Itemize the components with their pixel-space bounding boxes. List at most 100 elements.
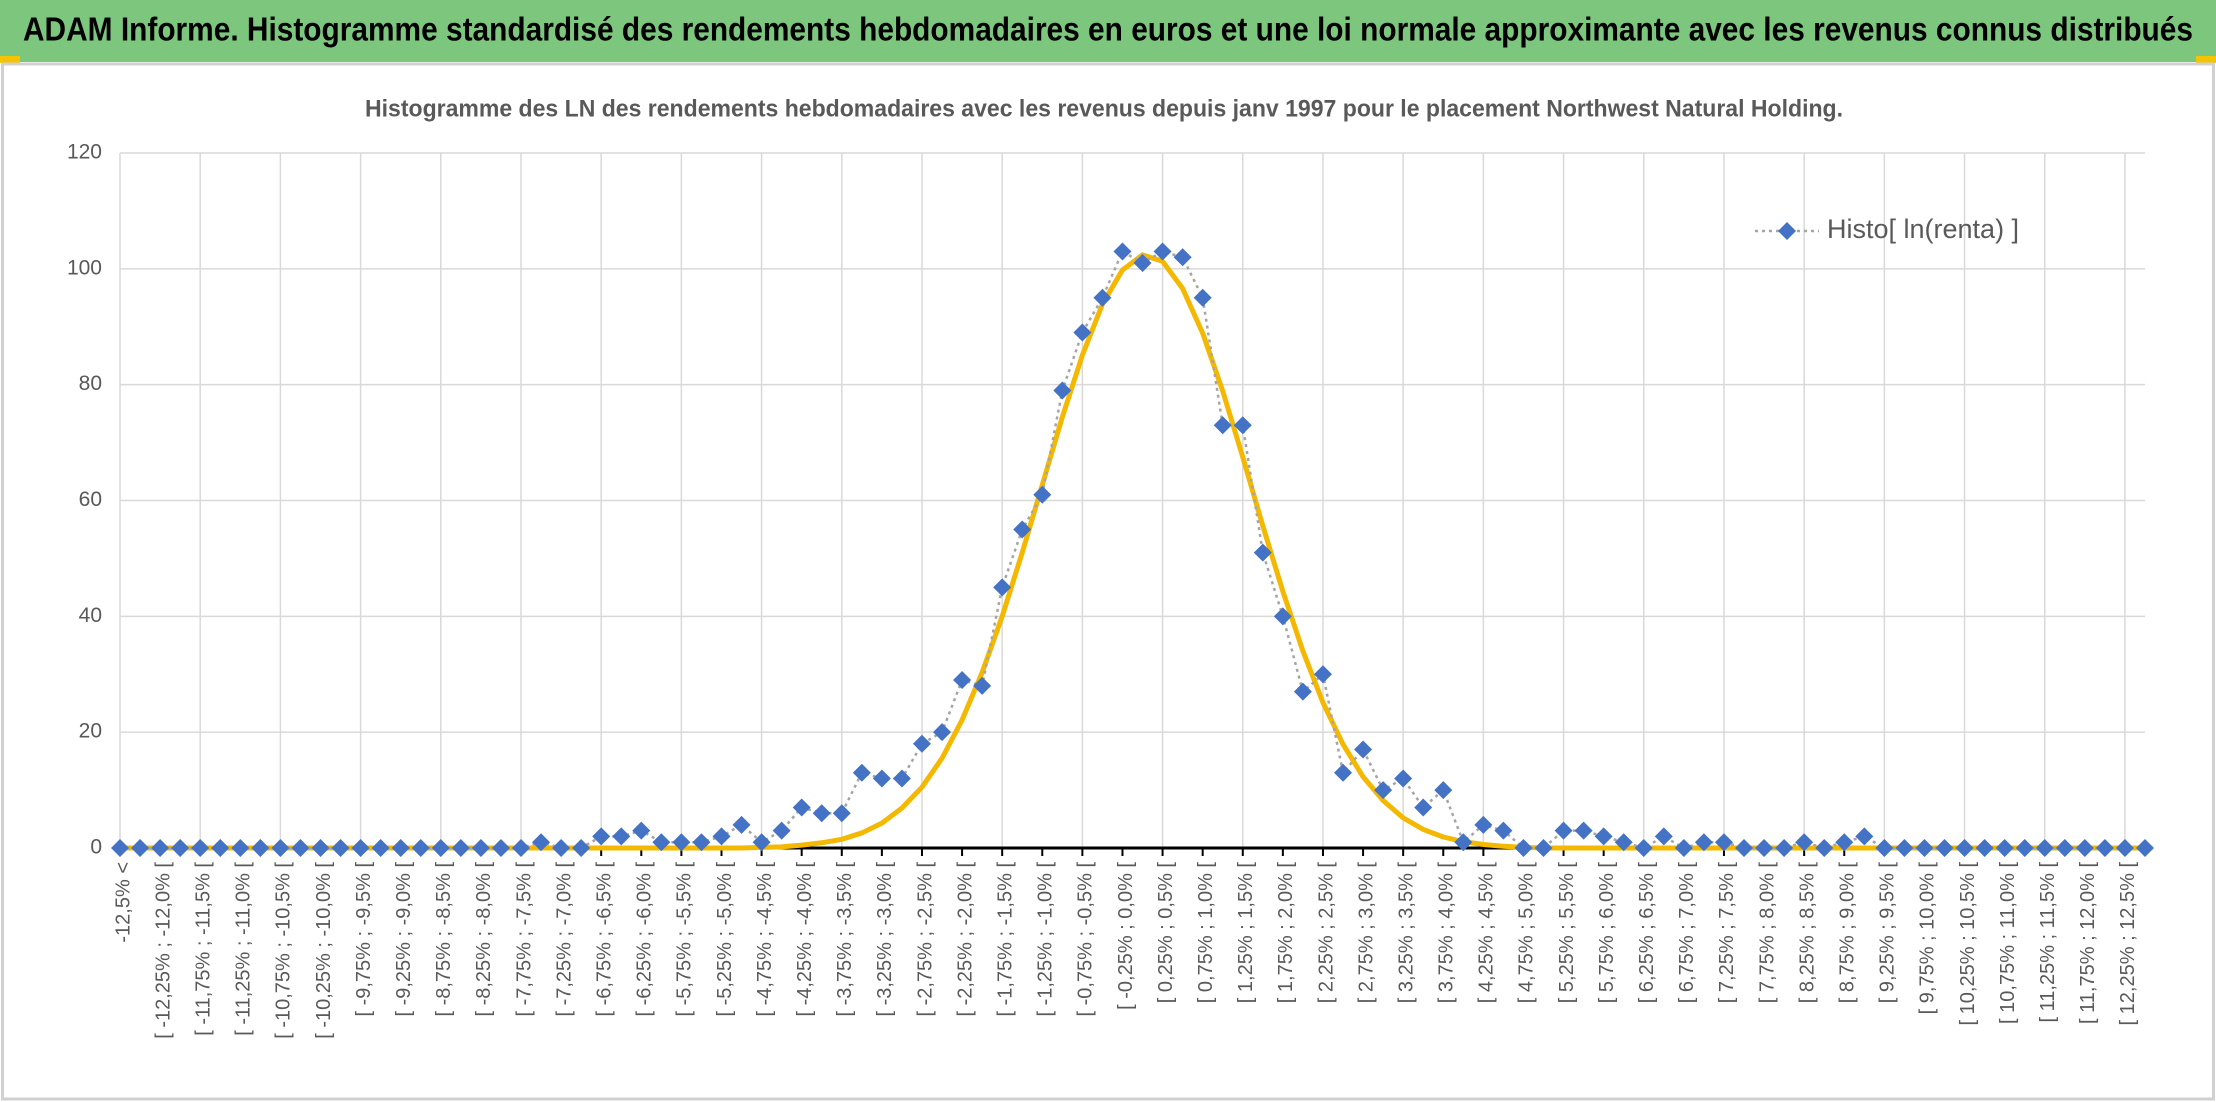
data-point (1694, 833, 1713, 852)
data-point (732, 815, 751, 834)
x-tick-label: [ -6,25% ; -6,0% [ (634, 862, 656, 1017)
data-point (271, 839, 290, 857)
x-tick-label: [ -10,75% ; -10,5% [ (273, 862, 295, 1039)
x-tick-label: [ -2,75% ; -2,5% [ (914, 862, 936, 1017)
x-tick-label: [ 4,25% ; 4,5% [ (1476, 862, 1498, 1004)
x-tick-label: [ -1,25% ; -1,0% [ (1035, 862, 1057, 1017)
data-point (872, 769, 891, 788)
chart-title: Histogramme des LN des rendements hebdom… (365, 95, 1843, 122)
data-point (1133, 254, 1152, 273)
data-point (772, 821, 791, 840)
data-point (1614, 833, 1633, 852)
x-tick-label: [ 5,25% ; 5,5% [ (1556, 862, 1578, 1004)
x-tick-label: [ -10,25% ; -10,0% [ (313, 862, 335, 1039)
x-tick-label: [ 11,25% ; 11,5% [ (2037, 862, 2059, 1023)
data-point (1033, 485, 1052, 504)
data-point (1454, 833, 1473, 852)
data-point (993, 578, 1012, 597)
data-point (2035, 839, 2054, 857)
data-point (471, 839, 490, 857)
x-tick-label: [ -2,25% ; -2,0% [ (954, 862, 976, 1017)
data-point (1013, 520, 1032, 539)
data-point (1113, 242, 1132, 261)
data-point (792, 798, 811, 817)
data-point (451, 839, 470, 857)
data-point (311, 839, 330, 857)
x-tick-label: [ 2,75% ; 3,0% [ (1355, 862, 1377, 1004)
data-point (1855, 827, 1874, 846)
data-point (211, 839, 230, 857)
x-tick-label: [ 7,25% ; 7,5% [ (1716, 862, 1738, 1004)
data-point (1714, 833, 1733, 852)
x-tick-label: [ 6,25% ; 6,5% [ (1636, 862, 1658, 1004)
data-point (251, 839, 270, 857)
data-point (652, 833, 671, 852)
y-tick-label: 100 (67, 256, 102, 279)
y-tick-label: 60 (79, 488, 102, 511)
data-point (552, 839, 571, 857)
x-tick-label: [ -8,25% ; -8,0% [ (473, 862, 495, 1017)
data-point (491, 839, 510, 857)
y-tick-label: 40 (79, 604, 102, 627)
x-tick-label: [ -5,75% ; -5,5% [ (674, 862, 696, 1017)
data-point (331, 839, 350, 857)
data-point (632, 821, 651, 840)
data-point (2136, 839, 2154, 857)
x-tick-label: [ 10,75% ; 11,0% [ (1997, 862, 2019, 1024)
x-tick-label: [ -6,75% ; -6,5% [ (593, 862, 615, 1017)
data-point (371, 839, 390, 857)
x-tick-label: [ -12,25% ; -12,0% [ (152, 862, 174, 1039)
data-point (1213, 416, 1232, 435)
x-tick-label: [ 8,75% ; 9,0% [ (1837, 862, 1859, 1004)
corner-accent (0, 56, 20, 63)
data-point (1414, 798, 1433, 817)
x-tick-label: [ 11,75% ; 12,0% [ (2077, 862, 2099, 1024)
data-point (1354, 740, 1373, 759)
data-point (1253, 543, 1272, 562)
x-tick-label: [ -0,25% ; 0,0% [ (1115, 862, 1137, 1010)
data-point (1534, 839, 1553, 857)
legend-marker (1778, 222, 1796, 240)
x-tick-label: [ 6,75% ; 7,0% [ (1676, 862, 1698, 1004)
x-tick-label: [ 9,25% ; 9,5% [ (1877, 862, 1899, 1004)
data-point (1313, 665, 1332, 684)
data-point (411, 839, 430, 857)
data-point (1093, 288, 1112, 307)
x-tick-label: [ 4,75% ; 5,0% [ (1516, 862, 1538, 1004)
data-point (1735, 839, 1754, 857)
data-point (1875, 839, 1894, 857)
data-point (1835, 833, 1854, 852)
x-tick-label: [ 1,25% ; 1,5% [ (1235, 862, 1257, 1004)
data-point (1053, 381, 1072, 400)
x-tick-label: [ 8,25% ; 8,5% [ (1796, 862, 1818, 1004)
x-tick-label: [ 10,25% ; 10,5% [ (1957, 862, 1979, 1026)
data-point (812, 804, 831, 823)
x-tick-label: [ -3,75% ; -3,5% [ (834, 862, 856, 1017)
data-point (912, 734, 931, 753)
data-point (1474, 815, 1493, 834)
data-point (1374, 781, 1393, 800)
data-point (191, 839, 210, 857)
data-point (852, 763, 871, 782)
data-point (612, 827, 631, 846)
x-tick-label: -12,5% < (112, 862, 134, 943)
data-point (892, 769, 911, 788)
data-point (2015, 839, 2034, 857)
x-tick-label: [ -4,25% ; -4,0% [ (794, 862, 816, 1017)
data-point (1755, 839, 1774, 857)
x-tick-label: [ -11,25% ; -11,0% [ (233, 862, 255, 1036)
legend-label: Histo[ ln(renta) ] (1827, 214, 2019, 244)
data-point (1915, 839, 1934, 857)
data-point (1574, 821, 1593, 840)
data-point (1153, 242, 1172, 261)
data-point (1394, 769, 1413, 788)
chart-frame (1, 62, 2215, 1101)
data-point (1895, 839, 1914, 857)
y-tick-label: 120 (67, 141, 102, 164)
y-tick-label: 20 (79, 720, 102, 743)
data-point (933, 723, 952, 742)
x-tick-label: [ -5,25% ; -5,0% [ (714, 862, 736, 1017)
data-point (511, 839, 530, 857)
data-point (431, 839, 450, 857)
data-point (752, 833, 771, 852)
